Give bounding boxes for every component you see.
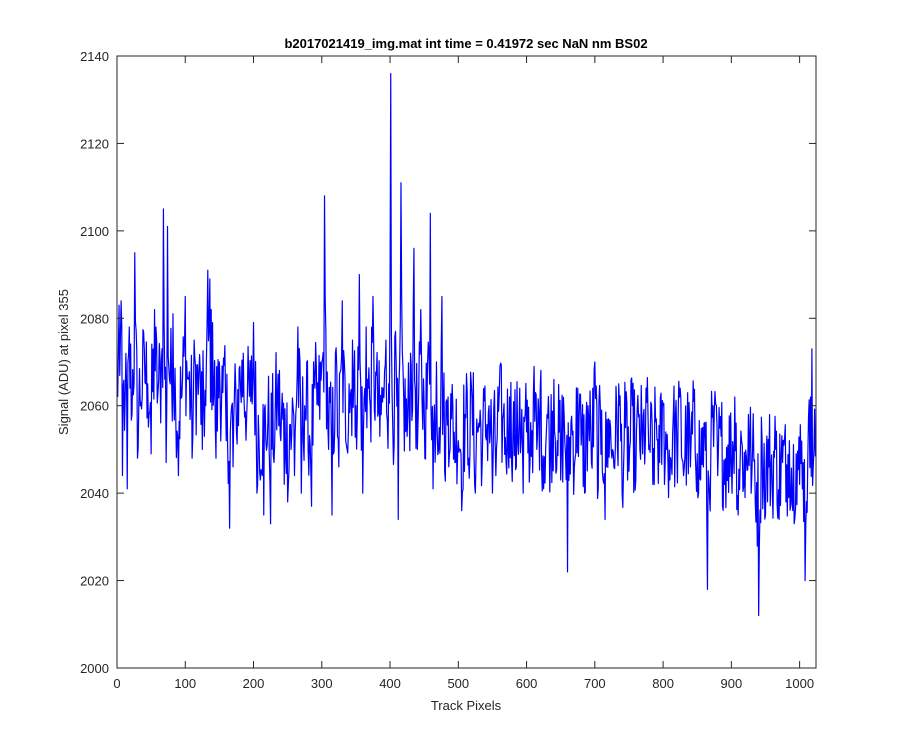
x-axis-ticks: 0 100 200 300 400 500 600 700 800 900 1000 (113, 56, 814, 691)
x-axis-label: Track Pixels (431, 698, 502, 713)
y-tick-label: 2140 (80, 49, 109, 64)
y-axis-ticks: 2000 2020 2040 2060 2080 2100 2120 2140 (80, 49, 816, 676)
data-layer (117, 72, 817, 617)
y-tick-label: 2080 (80, 311, 109, 326)
y-tick-label: 2020 (80, 574, 109, 589)
x-tick-label: 800 (652, 676, 674, 691)
y-tick-label: 2100 (80, 224, 109, 239)
x-tick-label: 500 (447, 676, 469, 691)
y-axis-label: Signal (ADU) at pixel 355 (56, 289, 71, 435)
axes-background (117, 56, 816, 668)
x-tick-label: 900 (721, 676, 743, 691)
y-tick-label: 2000 (80, 661, 109, 676)
x-tick-label: 700 (584, 676, 606, 691)
chart-title: b2017021419_img.mat int time = 0.41972 s… (284, 36, 647, 51)
x-tick-label: 300 (311, 676, 333, 691)
x-tick-label: 400 (379, 676, 401, 691)
axes-box (116, 55, 817, 669)
y-tick-label: 2120 (80, 136, 109, 151)
y-tick-label: 2060 (80, 399, 109, 414)
x-tick-label: 1000 (785, 676, 814, 691)
x-tick-label: 200 (243, 676, 265, 691)
y-tick-label: 2040 (80, 486, 109, 501)
series-line (117, 72, 817, 617)
x-tick-label: 600 (516, 676, 538, 691)
plot-area (116, 55, 817, 669)
x-tick-label: 100 (174, 676, 196, 691)
x-tick-label: 0 (113, 676, 120, 691)
